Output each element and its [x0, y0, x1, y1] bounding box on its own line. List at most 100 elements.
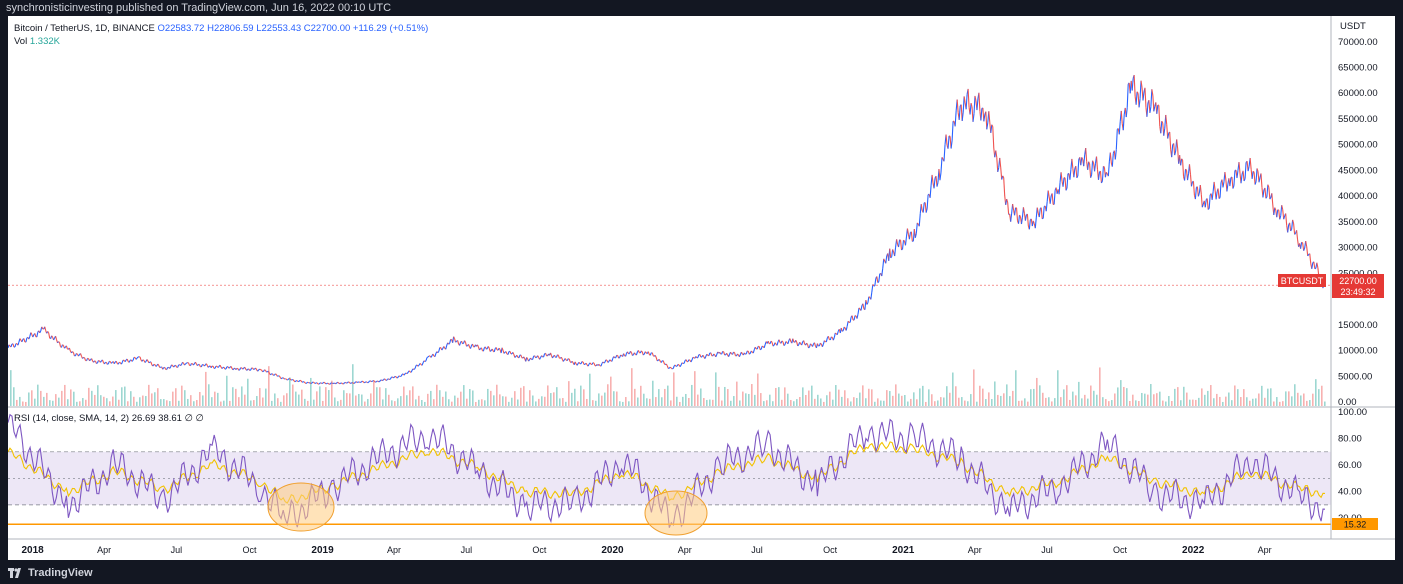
price-segment [230, 366, 233, 369]
price-segment [1071, 158, 1074, 169]
volume-bar [823, 401, 825, 406]
volume-bar [742, 391, 744, 406]
chart-canvas[interactable]: USDT 70000.00 65000.00 60000.00 55000.00 5000… [7, 16, 1395, 560]
volume-bar [667, 385, 669, 406]
volume-bar [814, 398, 816, 406]
volume-bar [835, 385, 837, 406]
price-segment [1293, 223, 1296, 235]
volume-bar [331, 380, 333, 406]
price-segment [1002, 175, 1005, 178]
price-segment [51, 335, 54, 338]
volume-bar [139, 397, 141, 406]
price-segment [372, 379, 374, 382]
volume-bar [31, 390, 33, 406]
volume-bar [478, 399, 480, 406]
price-segment [512, 352, 515, 355]
price-segment [1064, 177, 1067, 191]
price-segment [437, 350, 440, 354]
volume-bar [1228, 392, 1230, 406]
price-tag: BTCUSDT 22700.00 23:49:32 [1278, 274, 1384, 298]
volume-bar [19, 396, 21, 406]
volume-bar [1276, 397, 1278, 406]
volume-bar [691, 384, 693, 406]
volume-bar [604, 392, 606, 406]
price-segment [562, 359, 565, 362]
volume-bar [1243, 389, 1245, 406]
price-segment [200, 364, 203, 368]
price-segment [941, 157, 944, 160]
price-axis-tick: 45000.00 [1338, 165, 1378, 176]
price-segment [566, 358, 569, 361]
volume-bar [784, 387, 786, 406]
volume-bar [187, 398, 189, 406]
volume-bar [874, 401, 876, 406]
price-segment [53, 337, 56, 341]
price-segment [1163, 128, 1166, 136]
price-segment [945, 134, 948, 146]
price-segment [990, 124, 993, 133]
price-segment [1251, 171, 1254, 179]
chart-frame[interactable]: USDT 70000.00 65000.00 60000.00 55000.00 5000… [7, 16, 1395, 560]
price-segment [954, 110, 957, 127]
price-segment [146, 359, 149, 362]
footer-bar: TradingView [0, 562, 1403, 584]
price-segment [350, 382, 352, 385]
price-segment [901, 240, 905, 250]
price-segment [997, 167, 1000, 172]
price-segment [792, 338, 795, 343]
price-segment [663, 363, 666, 366]
volume-bar [937, 400, 939, 406]
price-segment [207, 366, 210, 368]
volume-bar [1282, 401, 1284, 406]
volume-bar [433, 399, 435, 406]
price-segment [767, 340, 770, 344]
volume-bar [511, 397, 513, 406]
price-segment [255, 367, 258, 371]
price-segment [587, 363, 590, 367]
price-segment [922, 202, 925, 213]
volume-bar [475, 401, 477, 406]
volume-bar [1231, 400, 1233, 406]
price-segment [876, 276, 879, 283]
volume-bar [853, 397, 855, 406]
price-segment [1189, 174, 1193, 187]
price-segment [980, 108, 983, 121]
volume-bar [382, 399, 384, 406]
price-segment [633, 352, 636, 355]
volume-bar [1207, 390, 1209, 406]
price-segment [943, 144, 946, 162]
highlight-circle-2018 [267, 482, 335, 532]
symbol-tag-text: BTCUSDT [1281, 276, 1324, 286]
price-segment [349, 382, 351, 384]
price-segment [72, 352, 75, 357]
volume-bar [1132, 394, 1134, 406]
price-segment [530, 357, 533, 360]
volume-bar [1303, 393, 1305, 406]
price-segment [304, 382, 307, 385]
volume-bar [289, 377, 291, 406]
price-segment [1144, 87, 1147, 108]
volume-bar [298, 394, 300, 406]
price-segment [507, 351, 510, 355]
volume-bar [556, 387, 558, 406]
volume-bar [1258, 393, 1260, 406]
price-segment [1066, 173, 1069, 189]
price-segment [192, 363, 195, 366]
volume-bar [808, 390, 810, 406]
volume-bar [1075, 395, 1077, 406]
price-segment [252, 367, 255, 370]
volume-bar [847, 398, 849, 406]
price-axis[interactable]: USDT 70000.00 65000.00 60000.00 55000.00 5000… [1338, 21, 1378, 408]
volume-bar [1255, 398, 1257, 406]
volume-bar [1189, 399, 1191, 406]
volume-label: Vol [14, 36, 28, 47]
price-segment [759, 348, 762, 351]
price-pane[interactable] [8, 16, 1331, 406]
price-segment [916, 222, 919, 225]
volume-bar [487, 388, 489, 406]
volume-bar [1033, 388, 1035, 406]
price-segment [1218, 197, 1221, 199]
volume-bar [265, 388, 267, 406]
time-axis[interactable]: 2018 Apr Jul Oct 2019 Apr Jul Oct 2020 Apr Jul Oct 2… [21, 545, 1271, 556]
